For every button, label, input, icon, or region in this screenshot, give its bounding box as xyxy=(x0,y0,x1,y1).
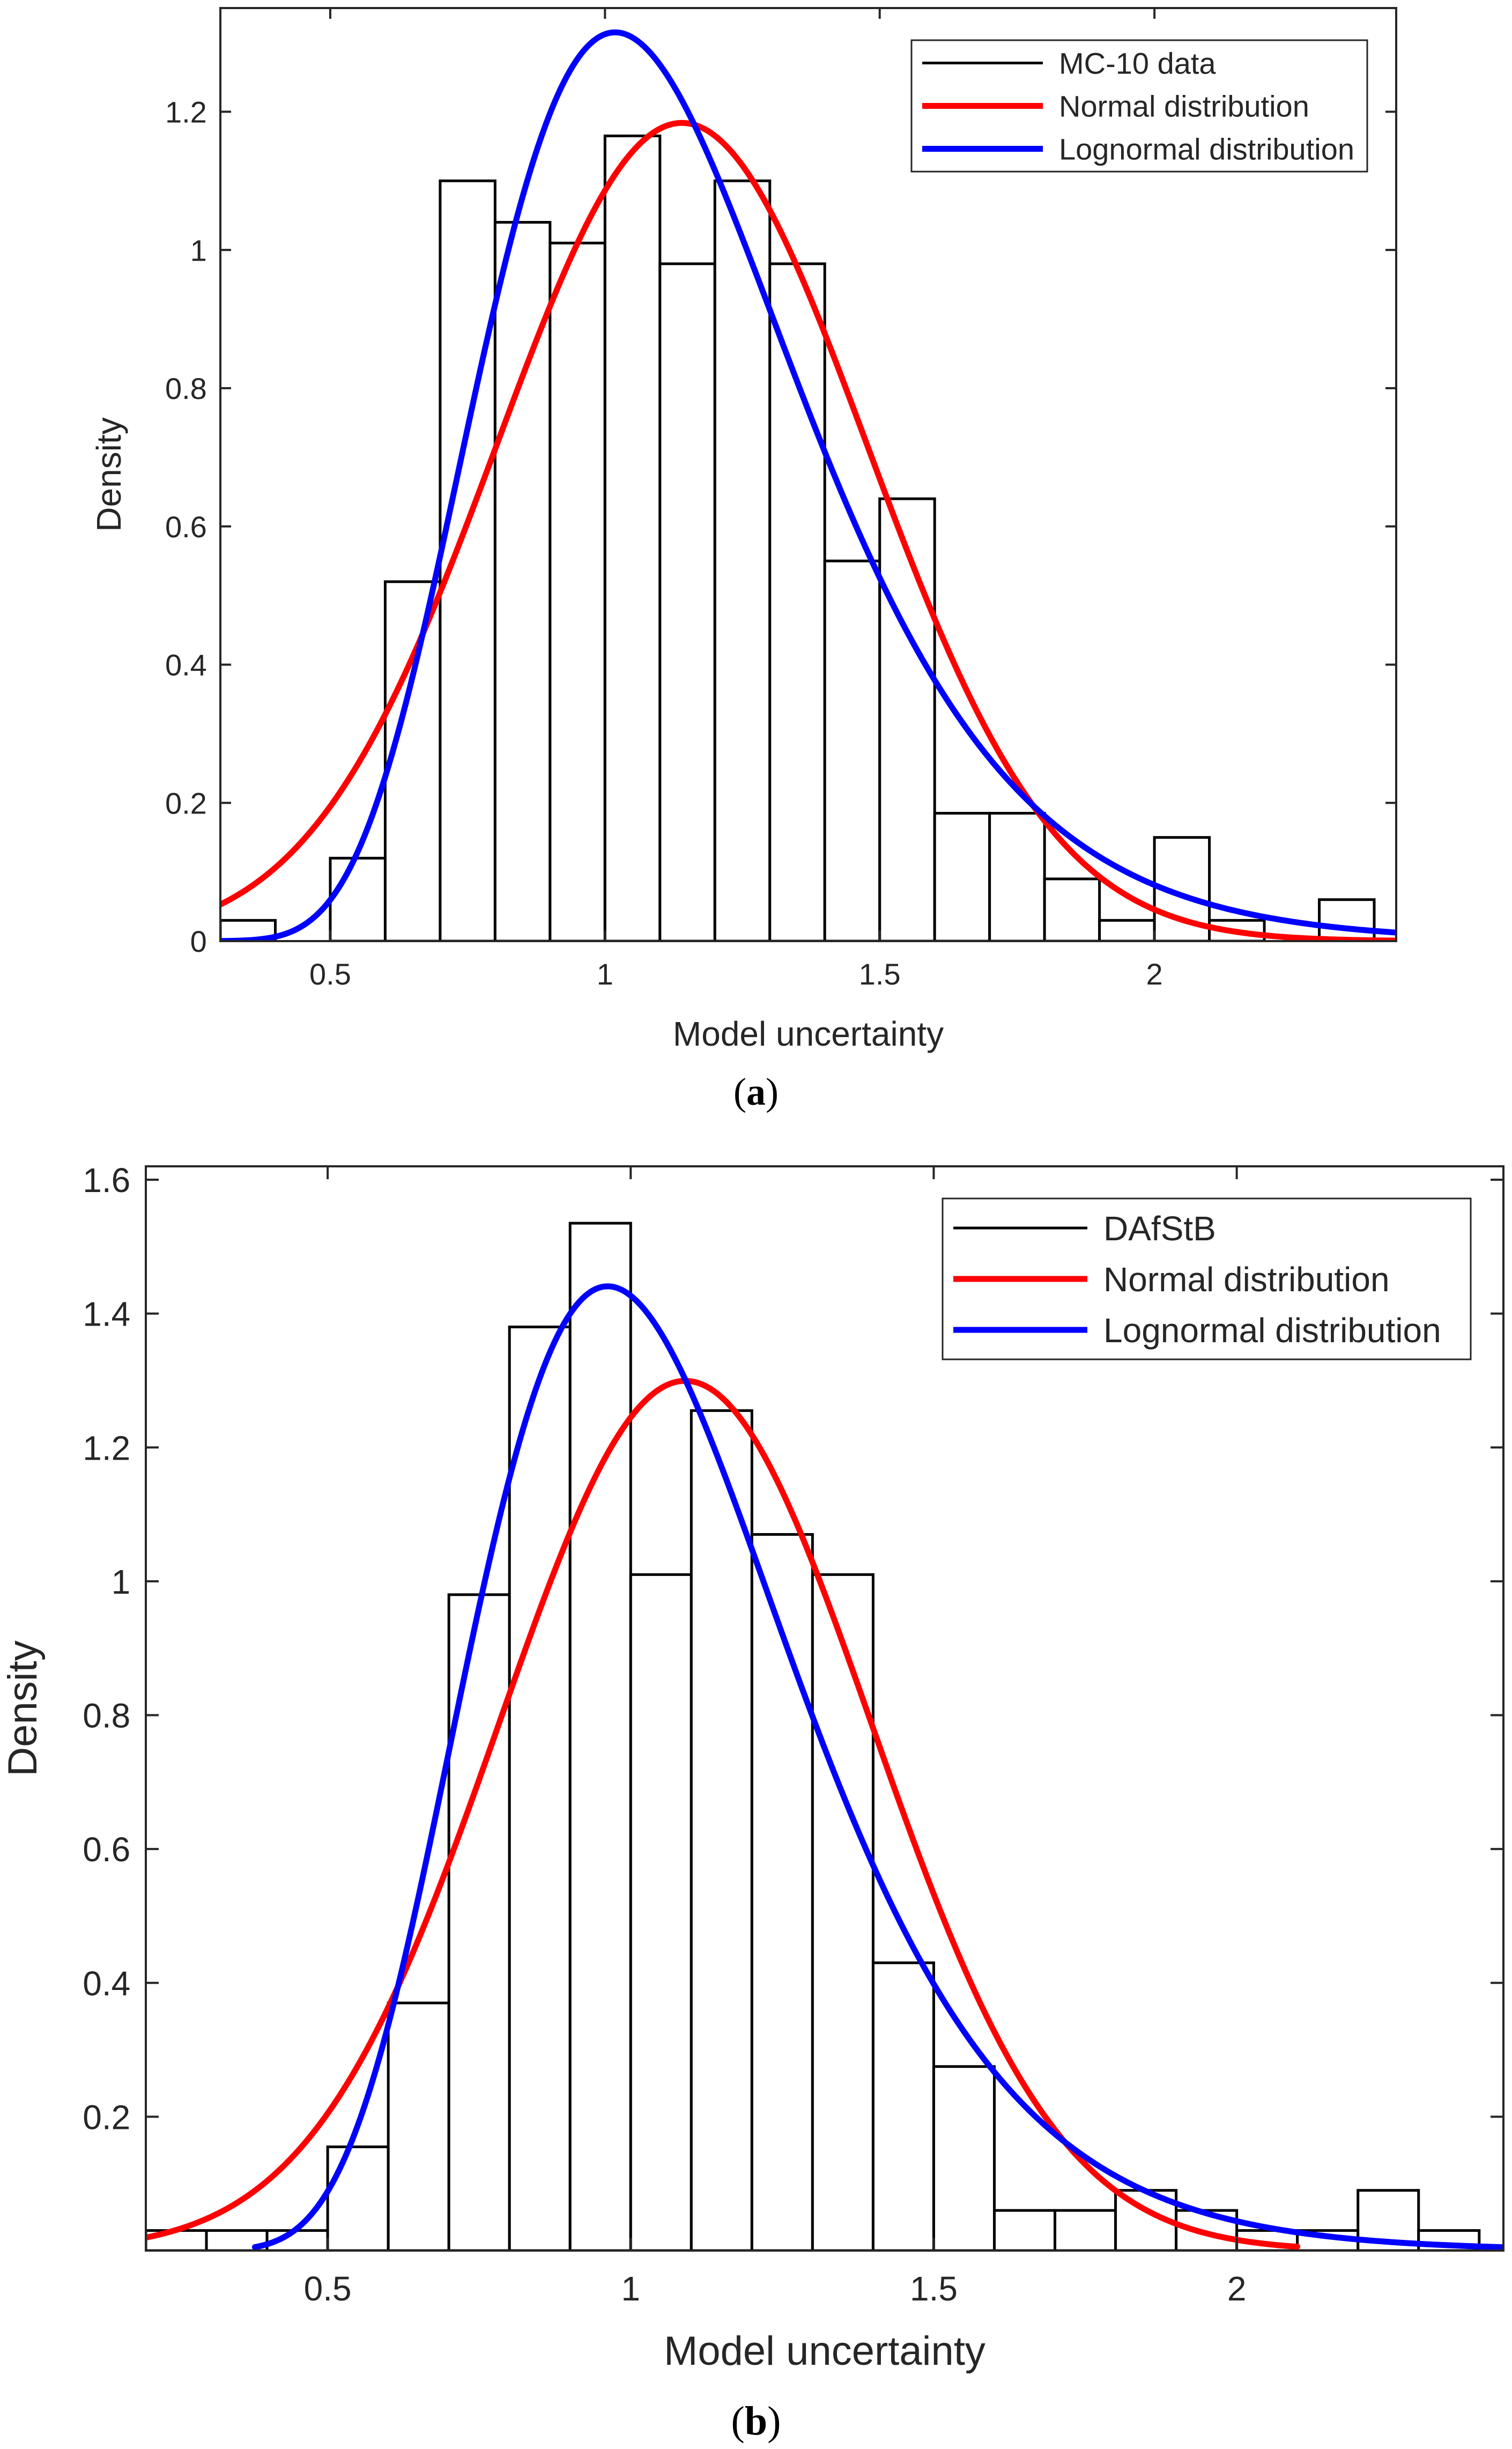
panel-a-y-tick-label: 1 xyxy=(190,233,207,267)
panel-b-normal-curve xyxy=(146,1378,1301,2250)
panel-b: 0.5 1 1.5 2 0.2 0.4 0.6 0.8 1 1.2 1.4 1.6 Model unce… xyxy=(0,1161,1504,2444)
panel-b-y-axis-label: Density xyxy=(0,1640,46,1776)
panel-b-legend-label: Lognormal distribution xyxy=(1103,1311,1441,1350)
panel-a-histogram-bar xyxy=(988,812,1046,941)
panel-a-x-tick-label: 1.5 xyxy=(859,957,901,991)
panel-b-y-tick-label: 1.2 xyxy=(83,1429,130,1467)
panel-a: 0.5 1 1.5 2 0 0.2 0.4 0.6 0.8 1 1.2 Model uncertain… xyxy=(90,7,1397,1113)
panel-a-y-tick-label: 1.2 xyxy=(165,95,207,129)
panel-b-histogram-bar xyxy=(568,1222,632,2251)
panel-b-x-axis-label: Model uncertainty xyxy=(664,2328,985,2374)
panel-a-caption-label: (a) xyxy=(733,1070,779,1113)
panel-b-y-tick-label: 0.2 xyxy=(83,2098,130,2136)
panel-b-histogram-bar xyxy=(932,2065,996,2251)
panel-b-legend-label: Normal distribution xyxy=(1103,1260,1390,1299)
panel-a-histogram-bar xyxy=(933,812,991,941)
panel-b-histogram-bar xyxy=(387,2001,450,2251)
panel-b-y-tick-label: 0.4 xyxy=(83,1964,130,2003)
panel-b-histogram-bar xyxy=(871,1961,935,2251)
panel-a-x-tick-label: 2 xyxy=(1146,957,1163,991)
panel-b-axes-box xyxy=(145,1165,1504,2252)
panel-a-legend: MC-10 data Normal distribution Lognormal d… xyxy=(910,39,1368,173)
panel-b-y-tick-label: 1.4 xyxy=(83,1295,130,1334)
panel-a-x-axis-label: Model uncertainty xyxy=(673,1015,944,1053)
panel-a-y-tick-label: 0 xyxy=(190,924,207,958)
panel-b-y-tick-label: 0.6 xyxy=(83,1830,130,1869)
panel-a-histogram-bar xyxy=(493,221,552,941)
panel-a-y-tick-label: 0.8 xyxy=(165,372,207,405)
panel-b-x-tick-label: 0.5 xyxy=(304,2269,352,2308)
panel-a-histogram xyxy=(220,134,1376,941)
panel-a-y-tick-label: 0.6 xyxy=(165,510,207,544)
panel-a-y-tick-label: 0.4 xyxy=(165,648,207,682)
panel-a-legend-label: Normal distribution xyxy=(1059,90,1309,123)
panel-a-histogram-bar xyxy=(439,179,496,941)
panel-a-x-tick-label: 0.5 xyxy=(309,957,351,991)
panel-b-lognormal-curve xyxy=(251,1283,1503,2251)
panel-a-histogram-bar xyxy=(768,262,826,941)
panel-b-histogram-bar xyxy=(1054,2209,1117,2251)
panel-b-x-tick-label: 2 xyxy=(1227,2269,1247,2308)
panel-a-histogram-bar xyxy=(549,241,606,941)
panel-a-x-tick-label: 1 xyxy=(597,957,613,991)
panel-a-histogram-bar xyxy=(1098,919,1156,941)
panel-a-histogram-bar xyxy=(383,580,442,941)
panel-a-lognormal-curve xyxy=(220,29,1396,941)
panel-b-histogram xyxy=(146,1222,1481,2251)
panel-b-histogram-bar xyxy=(750,1533,814,2251)
panel-a-histogram-bar xyxy=(1318,898,1376,941)
panel-a-legend-label: Lognormal distribution xyxy=(1059,132,1354,166)
panel-b-y-tick-label: 0.8 xyxy=(83,1697,130,1735)
panel-a-histogram-bar xyxy=(878,497,936,941)
panel-a-histogram-bar xyxy=(329,856,387,941)
panel-b-y-tick-label: 1 xyxy=(112,1563,131,1601)
panel-b-histogram-bar xyxy=(629,1573,693,2251)
panel-b-histogram-bar xyxy=(326,2145,390,2251)
panel-a-histogram-bar xyxy=(1043,877,1101,941)
panel-b-legend-label: DAfStB xyxy=(1103,1209,1216,1248)
panel-b-x-tick-label: 1 xyxy=(621,2269,640,2308)
panel-b-histogram-bar xyxy=(993,2209,1057,2251)
panel-a-histogram-bar xyxy=(603,134,662,941)
panel-b-histogram-bar xyxy=(508,1326,572,2251)
panel-a-y-axis-label: Density xyxy=(90,417,128,531)
panel-a-histogram-bar xyxy=(823,559,881,941)
panel-b-curves xyxy=(146,1283,1503,2251)
panel-a-legend-label: MC-10 data xyxy=(1059,47,1216,80)
panel-a-histogram-bar xyxy=(658,262,716,941)
panel-b-x-tick-label: 1.5 xyxy=(910,2269,958,2308)
panel-b-histogram-bar xyxy=(690,1409,753,2251)
panel-b-histogram-bar xyxy=(811,1573,874,2251)
panel-b-y-tick-label: 1.6 xyxy=(83,1161,130,1200)
panel-b-legend: DAfStB Normal distribution Lognormal distr… xyxy=(942,1197,1472,1360)
panel-a-axes-box xyxy=(219,7,1397,942)
panel-b-caption-label: (b) xyxy=(731,2399,781,2444)
panel-a-y-tick-label: 0.2 xyxy=(165,786,207,820)
panel-a-curves xyxy=(220,29,1396,941)
